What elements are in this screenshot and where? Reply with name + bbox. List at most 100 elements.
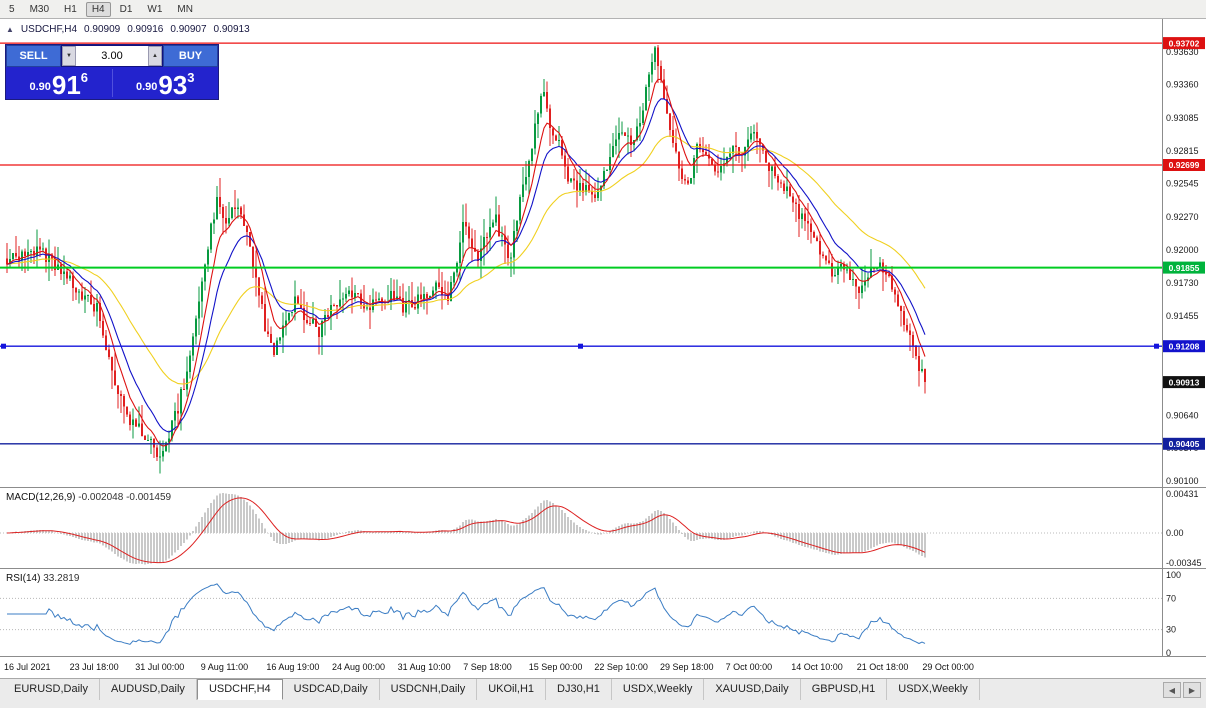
chart-tab-8-xauusd-daily[interactable]: XAUUSD,Daily [704, 679, 801, 700]
svg-text:7 Oct 00:00: 7 Oct 00:00 [726, 662, 773, 672]
svg-text:29 Oct 00:00: 29 Oct 00:00 [922, 662, 974, 672]
hline-selection-handle[interactable] [1154, 343, 1159, 349]
svg-text:31 Aug 10:00: 31 Aug 10:00 [398, 662, 451, 672]
timeframe-button-mn[interactable]: MN [171, 2, 199, 17]
chart-tab-2-usdchf-h4[interactable]: USDCHF,H4 [196, 679, 283, 700]
chart-tab-5-ukoil-h1[interactable]: UKOil,H1 [477, 679, 547, 700]
timeframe-button-h4[interactable]: H4 [85, 1, 111, 17]
price-label-box [1163, 340, 1205, 353]
chart-tab-7-usdx-weekly[interactable]: USDX,Weekly [612, 679, 705, 700]
lot-increase-button[interactable]: ▲ [148, 46, 162, 66]
chart-tab-10-usdx-weekly[interactable]: USDX,Weekly [887, 679, 980, 700]
timeframe-button-h1[interactable]: H1 [58, 2, 83, 17]
svg-text:0.93085: 0.93085 [1166, 113, 1199, 123]
rsi-axis-label: 0 [1166, 648, 1171, 658]
price-label-text: 0.91855 [1169, 263, 1200, 273]
svg-text:9 Aug 11:00: 9 Aug 11:00 [201, 662, 248, 672]
macd-histogram [6, 493, 926, 565]
price-divider [111, 69, 113, 97]
chart-tab-0-eurusd-daily[interactable]: EURUSD,Daily [3, 679, 100, 700]
svg-text:0.93360: 0.93360 [1166, 80, 1199, 90]
moving-average-line-7 [6, 78, 926, 447]
sell-price-pipette: 6 [80, 70, 89, 85]
ohlc-high: 0.90916 [127, 24, 164, 35]
tabs-scroll-left-button[interactable]: ◀ [1163, 682, 1181, 698]
macd-signal-line [6, 497, 926, 564]
timeframe-button-5[interactable]: 5 [3, 2, 21, 17]
chart-info-line: ▲ USDCHF,H4 0.90909 0.90916 0.90907 0.90… [6, 24, 250, 35]
chart-area: 0.93630 0.93360 0.93085 0.92815 0.92545 0.922… [0, 19, 1206, 678]
svg-text:0.91455: 0.91455 [1166, 311, 1199, 321]
svg-text:7 Sep 18:00: 7 Sep 18:00 [463, 662, 512, 672]
timeframe-button-d1[interactable]: D1 [114, 2, 139, 17]
chart-tab-9-gbpusd-h1[interactable]: GBPUSD,H1 [801, 679, 888, 700]
sell-button[interactable]: SELL [6, 45, 61, 67]
rsi-label: RSI(14) 33.2819 [6, 573, 79, 584]
candlestick-series [5, 44, 927, 474]
svg-text:0.90100: 0.90100 [1166, 476, 1199, 486]
ohlc-close: 0.90913 [213, 24, 250, 35]
macd-axis-label: 0.00 [1166, 528, 1184, 538]
hline-selection-handle[interactable] [1, 343, 6, 349]
svg-text:0.90640: 0.90640 [1166, 410, 1199, 420]
moving-average-line-14 [6, 98, 926, 433]
chart-tabs-bar: EURUSD,Daily AUDUSD,Daily USDCHF,H4 USDCAD,… [0, 678, 1206, 708]
price-label-box [1163, 261, 1205, 274]
macd-values: -0.002048 -0.001459 [78, 492, 172, 503]
macd-axis-label: 0.00431 [1166, 489, 1199, 499]
rsi-name: RSI(14) [6, 573, 41, 584]
timeframe-button-m30[interactable]: M30 [24, 2, 55, 17]
tabs-scroll-right-button[interactable]: ▶ [1183, 682, 1201, 698]
svg-text:0.91730: 0.91730 [1166, 278, 1199, 288]
chart-tab-4-usdcnh-daily[interactable]: USDCNH,Daily [380, 679, 478, 700]
buy-button[interactable]: BUY [163, 45, 218, 67]
lot-control: ▼ ▲ [61, 45, 163, 67]
rsi-axis-label: 30 [1166, 625, 1176, 635]
rsi-axis-label: 100 [1166, 570, 1181, 580]
chart-canvas[interactable]: 0.93630 0.93360 0.93085 0.92815 0.92545 0.922… [0, 19, 1206, 678]
timeframe-button-w1[interactable]: W1 [141, 2, 168, 17]
svg-text:0.92545: 0.92545 [1166, 179, 1199, 189]
chart-tab-1-audusd-daily[interactable]: AUDUSD,Daily [100, 679, 197, 700]
price-label-text: 0.90913 [1169, 377, 1200, 387]
macd-label: MACD(12,26,9) -0.002048 -0.001459 [6, 492, 171, 503]
svg-text:31 Jul 00:00: 31 Jul 00:00 [135, 662, 184, 672]
sell-price-display[interactable]: 0.90 91 6 [6, 67, 112, 99]
macd-axis-label: -0.00345 [1166, 558, 1202, 568]
svg-text:24 Aug 00:00: 24 Aug 00:00 [332, 662, 385, 672]
svg-text:16 Aug 19:00: 16 Aug 19:00 [266, 662, 319, 672]
svg-text:23 Jul 18:00: 23 Jul 18:00 [70, 662, 119, 672]
rsi-axis-label: 70 [1166, 593, 1176, 603]
price-label-box [1163, 376, 1205, 389]
rsi-value: 33.2819 [43, 573, 80, 584]
svg-text:29 Sep 18:00: 29 Sep 18:00 [660, 662, 714, 672]
svg-text:0.92815: 0.92815 [1166, 146, 1199, 156]
svg-text:14 Oct 10:00: 14 Oct 10:00 [791, 662, 843, 672]
svg-text:0.92270: 0.92270 [1166, 212, 1199, 222]
ohlc-low: 0.90907 [170, 24, 207, 35]
price-label-box [1163, 159, 1205, 171]
chart-tab-6-dj30-h1[interactable]: DJ30,H1 [546, 679, 612, 700]
macd-name: MACD(12,26,9) [6, 492, 76, 503]
svg-text:16 Jul 2021: 16 Jul 2021 [4, 662, 51, 672]
price-label-text: 0.93702 [1169, 38, 1200, 48]
lot-size-input[interactable] [76, 46, 148, 66]
buy-price-big-digits: 93 [158, 70, 188, 100]
svg-text:0.92000: 0.92000 [1166, 245, 1199, 255]
buy-price-pipette: 3 [187, 70, 195, 85]
sell-price-big-digits: 91 [51, 70, 81, 100]
moving-average-line-40 [6, 135, 926, 385]
price-label-text: 0.90405 [1169, 439, 1200, 449]
svg-text:22 Sep 10:00: 22 Sep 10:00 [594, 662, 648, 672]
time-axis-labels: 16 Jul 2021 23 Jul 18:00 31 Jul 00:00 9 Aug… [4, 662, 974, 672]
buy-price-display[interactable]: 0.90 93 3 [113, 67, 219, 99]
sell-price-prefix: 0.90 [29, 81, 51, 93]
chart-tab-3-usdcad-daily[interactable]: USDCAD,Daily [283, 679, 380, 700]
price-label-text: 0.91208 [1169, 341, 1200, 351]
ohlc-open: 0.90909 [84, 24, 121, 35]
lot-decrease-button[interactable]: ▼ [62, 46, 76, 66]
svg-text:21 Oct 18:00: 21 Oct 18:00 [857, 662, 909, 672]
collapse-trade-panel-icon[interactable]: ▲ [6, 25, 14, 34]
hline-selection-handle[interactable] [578, 343, 583, 349]
